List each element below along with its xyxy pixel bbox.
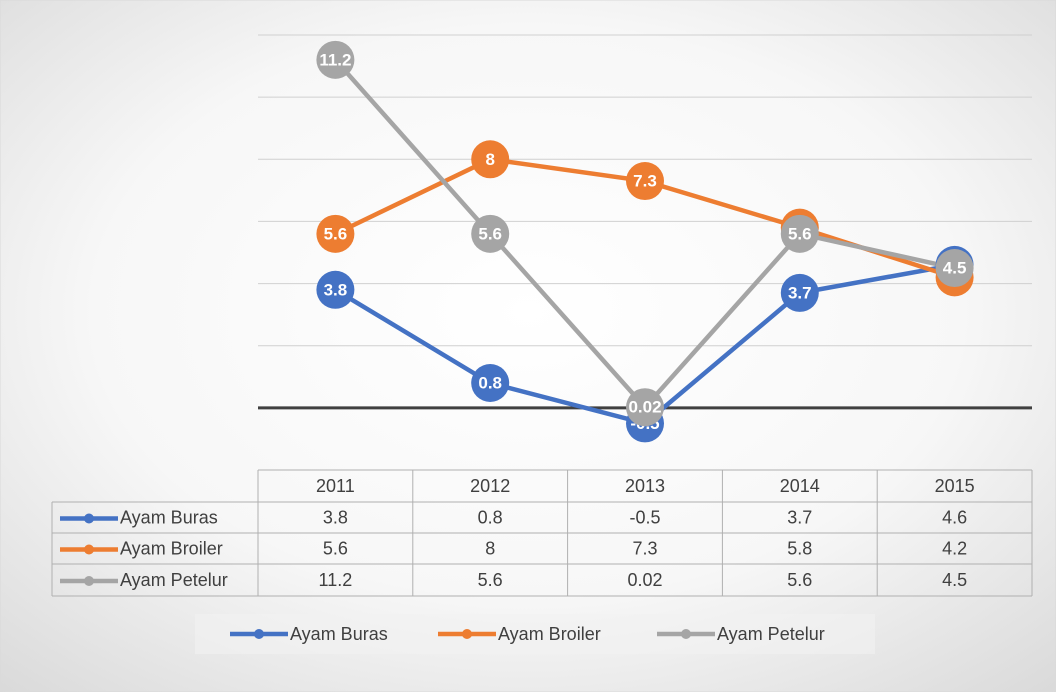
x-tick-label: 2014 [780,476,820,496]
data-label: 5.6 [478,224,502,243]
data-label: 5.6 [788,224,812,243]
table-series-name: Ayam Buras [120,507,218,527]
data-label: 8 [485,150,494,169]
data-label: 4.5 [943,259,967,278]
table-series-name: Ayam Petelur [120,570,228,590]
data-label: 3.8 [324,280,348,299]
legend-label: Ayam Broiler [498,624,601,644]
table-cell: -0.5 [629,507,660,527]
data-point [471,214,510,253]
table-cell: 4.5 [942,570,967,590]
table-cell: 11.2 [319,570,353,590]
data-label: 0.02 [628,398,661,417]
data-point [316,214,355,253]
x-tick-label: 2012 [470,476,510,496]
data-point [471,140,510,179]
data-label: 0.8 [478,373,502,392]
legend-key [84,513,94,524]
x-tick-label: 2013 [625,476,665,496]
table-cell: 4.2 [942,538,967,558]
x-tick-label: 2011 [316,476,355,496]
legend-key [84,544,94,555]
legend-key [84,576,94,586]
data-point [780,273,819,312]
legend-key [681,629,691,639]
data-label: 5.6 [324,224,348,243]
data-label: 7.3 [633,172,657,191]
legend-key [462,629,472,639]
table-cell: 5.6 [323,538,348,558]
table-cell: 5.8 [787,538,812,558]
data-point [626,388,664,427]
table-cell: 4.6 [942,507,967,527]
table-cell: 3.7 [787,507,812,527]
data-point [316,40,355,79]
table-cell: 5.6 [478,570,503,590]
table-cell: 8 [485,538,495,558]
legend-label: Ayam Petelur [717,624,825,644]
data-point [471,364,510,402]
legend-key [254,629,264,639]
data-point [626,162,664,201]
data-label: 11.2 [319,50,351,69]
x-tick-label: 2015 [935,476,975,496]
table-cell: 0.8 [478,507,503,527]
data-point [316,270,355,309]
data-point [780,214,819,253]
table-cell: 5.6 [787,570,812,590]
table-series-name: Ayam Broiler [120,538,223,558]
data-label: 3.7 [788,283,812,302]
data-point [935,249,974,288]
legend-label: Ayam Buras [290,624,388,644]
legend-box [195,614,875,654]
table-cell: 3.8 [323,507,348,527]
table-cell: 7.3 [632,538,657,558]
table-cell: 0.02 [627,570,662,590]
